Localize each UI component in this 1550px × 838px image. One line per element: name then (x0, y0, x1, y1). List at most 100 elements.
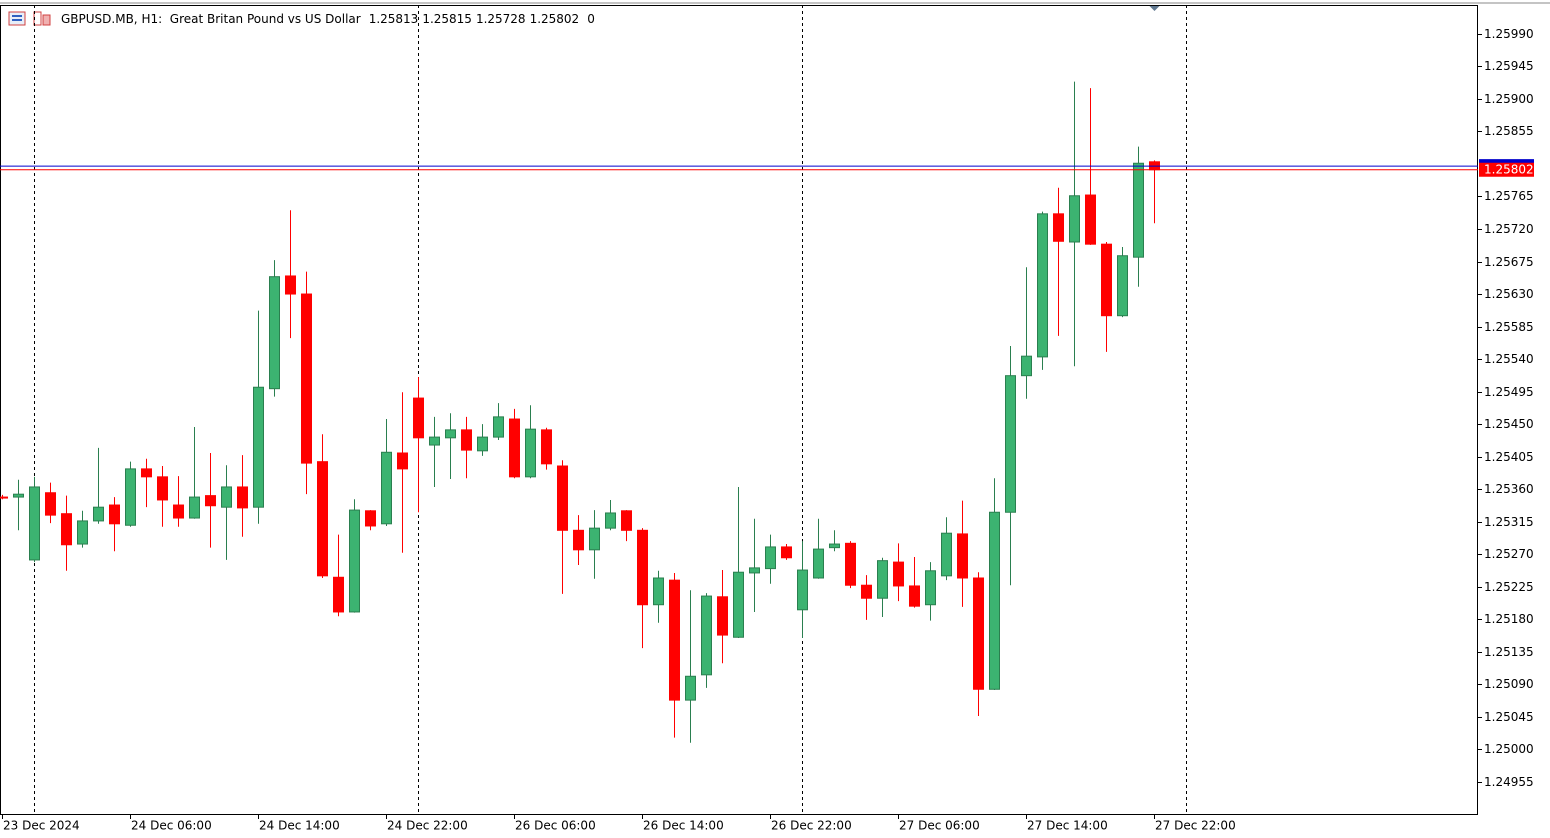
candle-body (573, 529, 584, 551)
candle-body (301, 293, 312, 464)
y-tick-label: 1.25225 (1484, 580, 1534, 594)
y-tick-label: 1.25720 (1484, 222, 1534, 236)
candle-body (717, 596, 728, 636)
candle-body (93, 506, 104, 522)
y-tick-label: 1.25675 (1484, 255, 1534, 269)
candle-body (429, 436, 440, 446)
candle-body (493, 416, 504, 438)
candle-body (125, 468, 136, 526)
icon (33, 11, 42, 26)
icon (12, 15, 22, 17)
candle-body (1117, 255, 1128, 317)
x-tick-label: 24 Dec 14:00 (259, 819, 340, 833)
candle-body (973, 577, 984, 690)
x-tick-label: 23 Dec 2024 (3, 819, 80, 833)
x-tick-label: 24 Dec 22:00 (387, 819, 468, 833)
candle-body (333, 576, 344, 613)
candle-body (813, 548, 824, 579)
candle-body (509, 418, 520, 478)
y-tick-label: 1.25990 (1484, 27, 1534, 41)
candle-body (989, 511, 1000, 690)
x-tick-label: 27 Dec 14:00 (1027, 819, 1108, 833)
x-tick-label: 26 Dec 22:00 (771, 819, 852, 833)
candle-body (541, 429, 552, 465)
y-tick-label: 1.24955 (1484, 775, 1534, 789)
candle-body (381, 451, 392, 525)
x-tick-label: 27 Dec 06:00 (899, 819, 980, 833)
candle-body (445, 429, 456, 439)
candle-body (925, 570, 936, 606)
candle-body (877, 560, 888, 599)
candle-body (317, 461, 328, 577)
candle-body (669, 579, 680, 701)
candle-body (605, 512, 616, 529)
candle-body (237, 486, 248, 509)
header-high: 1.25815 (422, 12, 472, 26)
header-open: 1.25813 (369, 12, 419, 26)
y-tick-label: 1.25765 (1484, 189, 1534, 203)
y-tick-label: 1.25945 (1484, 59, 1534, 73)
candle-body (141, 468, 152, 478)
candle-body (205, 495, 216, 507)
candle-body (253, 386, 264, 508)
candle-body (269, 276, 280, 390)
candle-body (893, 561, 904, 587)
header-spread: 0 (587, 12, 595, 26)
price-label: 1.25802 (1484, 163, 1534, 177)
candle-body (701, 595, 712, 676)
y-tick-label: 1.25540 (1484, 352, 1534, 366)
candle-body (589, 527, 600, 551)
candle-body (189, 496, 200, 519)
candle-body (0, 496, 8, 499)
candle-body (397, 452, 408, 470)
y-tick-label: 1.25495 (1484, 385, 1534, 399)
candle-body (797, 569, 808, 611)
candle-body (77, 520, 88, 545)
x-tick-label: 24 Dec 06:00 (131, 819, 212, 833)
price-label-box (1479, 162, 1534, 177)
ask-label-box (1479, 159, 1534, 167)
y-tick-label: 1.25855 (1484, 124, 1534, 138)
candle-body (109, 504, 120, 525)
candle-body (957, 533, 968, 579)
plot-frame (0, 5, 1478, 815)
candle-body (1005, 375, 1016, 513)
candle-body (845, 542, 856, 586)
candle-body (157, 476, 168, 501)
y-tick-label: 1.25000 (1484, 742, 1534, 756)
y-tick-label: 1.25360 (1484, 482, 1534, 496)
candle-body (685, 675, 696, 701)
x-tick-label: 27 Dec 22:00 (1155, 819, 1236, 833)
chart-title: GBPUSD.MB, H1: Great Britan Pound vs US … (61, 12, 361, 26)
candle-body (621, 510, 632, 531)
candle-body (477, 436, 488, 452)
candle-body (365, 510, 376, 527)
candle-body (29, 486, 40, 561)
candle-body (909, 585, 920, 607)
candle-body (1037, 213, 1048, 358)
candles (0, 81, 1160, 743)
candle-body (61, 513, 72, 546)
candle-body (349, 509, 360, 613)
candle-body (1085, 194, 1096, 245)
header-icons (8, 11, 51, 26)
candle-body (861, 584, 872, 599)
candle-body (1101, 243, 1112, 317)
y-tick-label: 1.25585 (1484, 320, 1534, 334)
icon (12, 19, 22, 21)
y-tick-label: 1.25180 (1484, 612, 1534, 626)
candle-body (749, 567, 760, 574)
y-tick-label: 1.25045 (1484, 710, 1534, 724)
y-tick-label: 1.25900 (1484, 92, 1534, 106)
candle-body (221, 486, 232, 508)
y-tick-label: 1.25630 (1484, 287, 1534, 301)
candle-body (637, 529, 648, 606)
candle-body (461, 429, 472, 451)
candle-body (1133, 162, 1144, 258)
candle-body (829, 543, 840, 549)
candle-body (13, 493, 24, 498)
candle-body (1021, 355, 1032, 377)
last-bar-marker (1149, 6, 1160, 11)
y-tick-label: 1.25450 (1484, 417, 1534, 431)
